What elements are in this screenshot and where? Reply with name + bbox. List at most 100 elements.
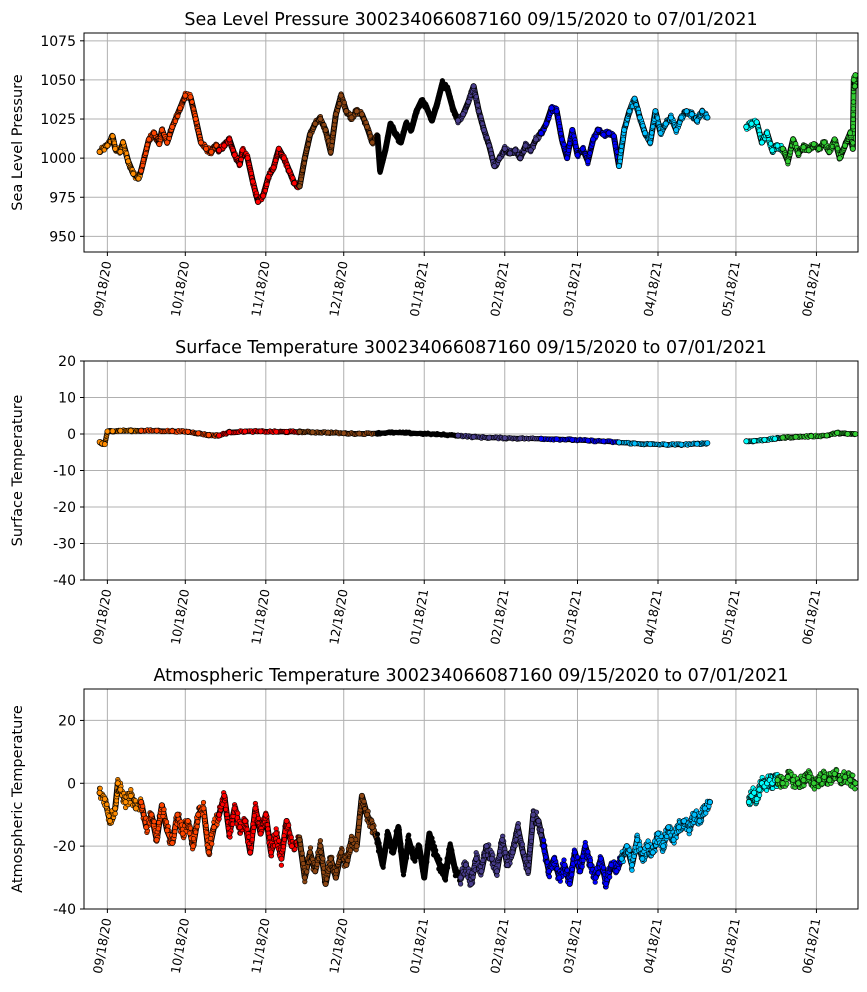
data-point xyxy=(221,793,228,799)
data-point xyxy=(184,428,191,435)
data-point xyxy=(324,876,330,882)
x-tick-label: 05/18/21 xyxy=(718,917,743,975)
data-point xyxy=(138,427,144,434)
data-point xyxy=(281,155,287,161)
data-point xyxy=(410,855,417,862)
data-point xyxy=(478,868,485,875)
data-point xyxy=(836,777,843,783)
data-point xyxy=(434,431,441,438)
data-point xyxy=(642,130,648,136)
data-point xyxy=(707,799,713,805)
data-point xyxy=(460,111,467,118)
data-point xyxy=(522,142,529,149)
data-point xyxy=(264,181,270,187)
data-point xyxy=(701,805,708,812)
data-point xyxy=(603,881,609,887)
series-nov-2020 xyxy=(216,135,303,205)
data-point xyxy=(831,136,838,143)
y-tick-label: 1000 xyxy=(40,151,76,167)
data-point xyxy=(194,823,200,830)
data-point xyxy=(156,141,163,147)
data-point xyxy=(140,162,146,169)
data-point xyxy=(470,83,477,90)
data-point xyxy=(462,862,469,868)
data-point xyxy=(543,120,550,127)
data-point xyxy=(280,844,287,850)
data-point xyxy=(216,432,222,439)
series-jun-2021 xyxy=(779,72,858,167)
data-point xyxy=(810,780,817,787)
data-point xyxy=(278,862,285,868)
chart-title: Atmospheric Temperature 300234066087160 … xyxy=(153,666,788,686)
data-point xyxy=(203,822,209,829)
x-tick-label: 09/18/20 xyxy=(90,588,115,646)
data-point xyxy=(631,95,638,102)
data-point xyxy=(569,872,575,878)
data-point xyxy=(127,793,134,799)
data-point xyxy=(257,830,264,837)
x-tick-label: 12/18/20 xyxy=(326,588,351,646)
data-point xyxy=(535,818,542,824)
data-point xyxy=(574,152,581,158)
data-point xyxy=(519,841,526,847)
data-point xyxy=(117,786,124,793)
data-point xyxy=(361,798,367,805)
data-point xyxy=(195,430,202,437)
data-point xyxy=(823,432,830,439)
data-point xyxy=(613,868,620,875)
data-point xyxy=(193,829,199,835)
data-point xyxy=(112,805,119,812)
data-point xyxy=(239,147,246,154)
data-point xyxy=(751,437,757,444)
data-point xyxy=(442,874,448,881)
data-point xyxy=(753,796,760,802)
data-point xyxy=(283,428,290,435)
y-tick-label: 20 xyxy=(58,713,76,729)
x-tick-label: 03/18/21 xyxy=(560,588,585,646)
series-sep-2020 xyxy=(96,776,145,826)
data-point xyxy=(779,780,786,787)
x-tick-label: 05/18/21 xyxy=(718,588,743,646)
data-point xyxy=(358,111,365,118)
data-point xyxy=(393,838,399,844)
data-point xyxy=(251,813,257,819)
data-point xyxy=(376,152,382,159)
data-point xyxy=(528,838,534,844)
data-point xyxy=(657,130,664,136)
data-point xyxy=(561,857,567,863)
series-feb-2021 xyxy=(455,83,545,170)
data-point xyxy=(640,123,646,129)
series-may-2021 xyxy=(745,771,781,808)
data-point xyxy=(842,774,848,780)
data-point xyxy=(290,175,296,181)
data-point xyxy=(301,874,308,881)
data-point xyxy=(509,849,516,856)
data-point xyxy=(375,139,381,145)
data-point xyxy=(850,106,857,112)
data-point xyxy=(317,838,324,844)
data-point xyxy=(559,136,565,143)
data-point xyxy=(205,849,212,856)
data-point xyxy=(852,786,858,792)
data-point xyxy=(164,827,170,834)
data-point xyxy=(746,799,752,805)
data-point xyxy=(631,440,638,447)
data-point xyxy=(512,147,519,154)
data-point xyxy=(530,816,536,822)
data-point xyxy=(200,799,207,806)
data-point xyxy=(587,862,594,868)
data-point xyxy=(753,119,760,126)
data-point xyxy=(309,429,316,436)
data-point xyxy=(296,183,303,190)
data-point xyxy=(473,94,479,100)
data-point xyxy=(416,843,422,849)
data-point xyxy=(175,113,181,119)
data-point xyxy=(330,130,336,136)
x-tick-label: 12/18/20 xyxy=(326,260,351,318)
data-point xyxy=(226,136,233,143)
data-point xyxy=(538,832,544,838)
data-point xyxy=(298,176,304,182)
series-dec-2020 xyxy=(296,91,381,190)
data-point xyxy=(322,127,329,133)
series-jan-2021 xyxy=(374,78,461,175)
